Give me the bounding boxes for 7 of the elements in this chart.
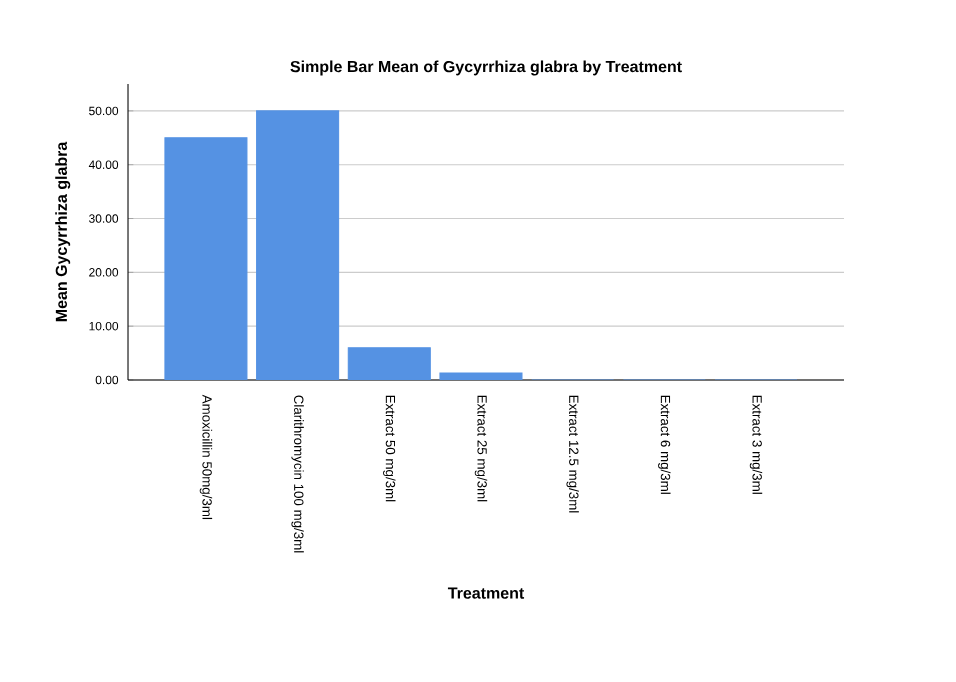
bar — [164, 137, 248, 380]
bar — [347, 347, 431, 380]
bar — [439, 372, 523, 380]
x-axis-title: Treatment — [447, 587, 525, 599]
y-axis-title: Mean Gycyrrhiza glabra — [55, 141, 71, 322]
bar — [256, 110, 340, 380]
chart-title: Simple Bar Mean of Gycyrrhiza glabra by Treatment — [290, 60, 682, 76]
